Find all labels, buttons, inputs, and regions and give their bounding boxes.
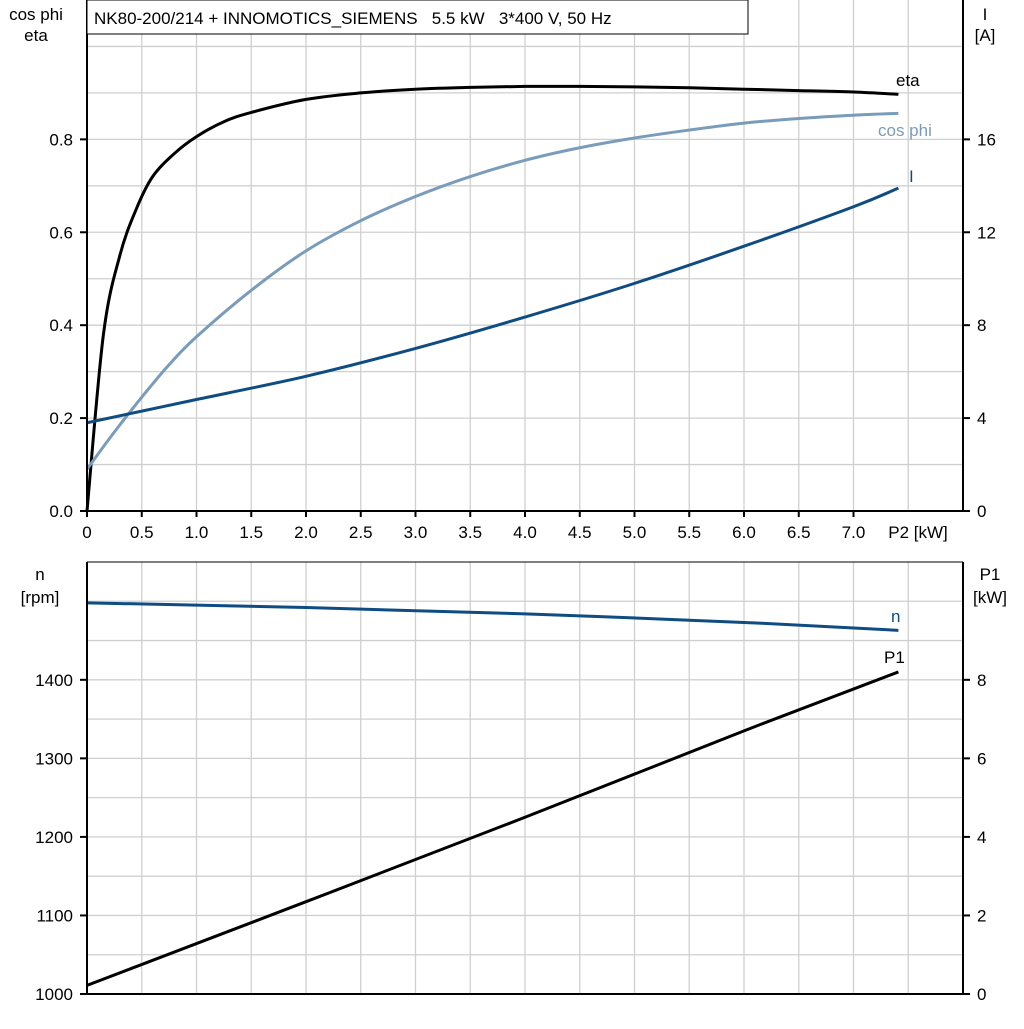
bottom-right-tick-label: 2 — [977, 906, 986, 925]
x-tick-label: 1.0 — [185, 523, 209, 542]
x-tick-label: 3.5 — [458, 523, 482, 542]
top-left-tick-label: 0.8 — [49, 130, 73, 149]
x-tick-label: 1.5 — [239, 523, 263, 542]
top-right-axis-label-2: [A] — [975, 26, 996, 45]
bottom-left-tick-label: 1300 — [35, 749, 73, 768]
series-line-i — [86, 186, 899, 425]
top-left-tick-label: 0.6 — [49, 223, 73, 242]
bottom-right-axis-label-2: [kW] — [973, 588, 1007, 607]
top-right-tick-label: 4 — [977, 409, 986, 428]
bottom-left-axis-label-2: [rpm] — [21, 588, 60, 607]
bottom-right-tick-label: 8 — [977, 671, 986, 690]
series-line-n — [86, 601, 899, 632]
series-label-cos-phi: cos phi — [878, 121, 932, 140]
x-tick-label: 3.0 — [404, 523, 428, 542]
x-tick-label: 2.5 — [349, 523, 373, 542]
top-left-tick-label: 0.4 — [49, 316, 73, 335]
bottom-left-axis-label-1: n — [35, 565, 44, 584]
top-right-tick-label: 16 — [977, 130, 996, 149]
top-right-axis-label-1: I — [983, 5, 988, 24]
top-left-tick-label: 0.0 — [49, 502, 73, 521]
bottom-right-tick-label: 6 — [977, 749, 986, 768]
top-left-axis-label-1: cos phi — [9, 5, 63, 24]
bottom-right-tick-label: 0 — [977, 985, 986, 1004]
bottom-right-axis-label-1: P1 — [980, 565, 1001, 584]
x-tick-label: 2.0 — [294, 523, 318, 542]
x-tick-label: 7.0 — [842, 523, 866, 542]
series-label-i: I — [909, 167, 914, 186]
top-right-tick-label: 12 — [977, 223, 996, 242]
x-tick-label: 5.5 — [677, 523, 701, 542]
series-label-eta: eta — [896, 71, 920, 90]
series-line-eta — [85, 84, 899, 512]
bottom-left-tick-label: 1000 — [35, 985, 73, 1004]
title-box — [86, 0, 749, 35]
x-tick-label: 0.5 — [130, 523, 154, 542]
bottom-left-tick-label: 1200 — [35, 828, 73, 847]
x-tick-label: 0 — [82, 523, 91, 542]
top-left-axis-label-2: eta — [24, 26, 48, 45]
x-tick-label: 6.5 — [787, 523, 811, 542]
top-right-tick-label: 8 — [977, 316, 986, 335]
x-tick-label: 4.0 — [513, 523, 537, 542]
bottom-right-tick-label: 4 — [977, 828, 986, 847]
x-tick-label: 6.0 — [732, 523, 756, 542]
chart-title: NK80-200/214 + INNOMOTICS_SIEMENS 5.5 kW… — [94, 9, 612, 28]
series-line-cos-phi — [85, 111, 899, 471]
top-right-tick-label: 0 — [977, 502, 986, 521]
top-left-tick-label: 0.2 — [49, 409, 73, 428]
x-tick-label: 5.0 — [623, 523, 647, 542]
bottom-left-tick-label: 1400 — [35, 671, 73, 690]
series-line-p1 — [86, 670, 899, 987]
bottom-left-tick-label: 1100 — [36, 906, 73, 925]
series-label-p1: P1 — [884, 648, 905, 667]
x-tick-label: 4.5 — [568, 523, 592, 542]
series-label-n: n — [891, 607, 900, 626]
x-axis-label: P2 [kW] — [888, 523, 948, 542]
